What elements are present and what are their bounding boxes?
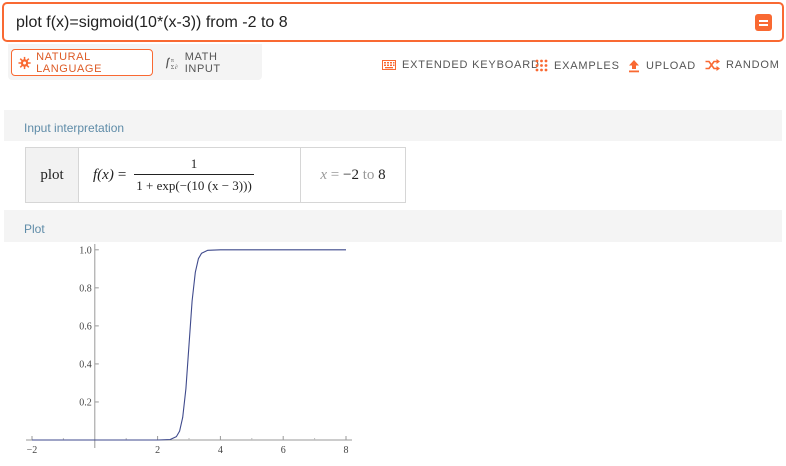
x-tick-label: 8 <box>344 445 349 456</box>
interp-range-to-word: to <box>362 166 375 183</box>
svg-text:Σ∂: Σ∂ <box>171 63 179 69</box>
grid-dots-icon <box>535 59 548 72</box>
equals-icon <box>759 19 768 27</box>
interp-lhs: f(x) <box>93 166 114 183</box>
random-link[interactable]: RANDOM <box>705 59 780 71</box>
x-tick-label: −2 <box>27 445 38 456</box>
input-interpretation-title: Input interpretation <box>24 121 125 135</box>
upload-link[interactable]: UPLOAD <box>628 59 696 73</box>
interp-equals: = <box>117 166 127 183</box>
tab-math-input[interactable]: π Σ∂ MATH INPUT <box>160 49 256 76</box>
plot-pod: −2 2 4 6 8 0.2 0.4 0.6 0.8 1.0 <box>4 242 782 466</box>
search-input[interactable] <box>16 12 736 34</box>
y-tick-label: 0.8 <box>79 283 92 294</box>
interp-command: plot <box>40 166 64 183</box>
interp-range-to: 8 <box>378 166 386 183</box>
tab-natural-language[interactable]: NATURAL LANGUAGE <box>11 49 153 76</box>
interp-fraction: 1 1 + exp(−(10 (x − 3))) <box>134 156 254 194</box>
x-tick-label: 4 <box>218 445 223 456</box>
tab-natural-language-label: NATURAL LANGUAGE <box>36 50 103 75</box>
y-tick-label: 0.6 <box>79 321 92 332</box>
svg-text:π: π <box>171 58 175 64</box>
natural-language-icon <box>18 56 31 69</box>
y-tick-label: 0.2 <box>79 397 92 408</box>
input-interpretation-table: plot f(x) = 1 1 + exp(−(10 (x − 3))) x =… <box>25 147 406 203</box>
math-input-icon: π Σ∂ <box>165 56 179 70</box>
upload-icon <box>629 60 639 73</box>
results-area: Input interpretation plot f(x) = 1 1 + e… <box>4 110 782 466</box>
interp-range-eq: = <box>330 166 340 183</box>
interp-range-from: −2 <box>343 166 359 183</box>
submit-button[interactable] <box>755 14 772 31</box>
extended-keyboard-label: EXTENDED KEYBOARD <box>402 59 540 71</box>
input-mode-tabs: NATURAL LANGUAGE π Σ∂ MATH INPUT <box>8 44 262 80</box>
examples-link[interactable]: EXAMPLES <box>535 59 620 72</box>
search-bar <box>2 2 784 42</box>
interp-numerator: 1 <box>190 156 198 171</box>
sigmoid-plot: −2 2 4 6 8 0.2 0.4 0.6 0.8 1.0 <box>26 244 352 456</box>
interp-range-var: x <box>320 166 328 183</box>
x-tick-label: 6 <box>281 445 286 456</box>
interp-range-cell: x = −2 to 8 <box>301 148 405 202</box>
y-tick-label: 0.4 <box>79 359 92 370</box>
examples-label: EXAMPLES <box>554 59 620 72</box>
keyboard-icon <box>382 60 396 70</box>
upload-label: UPLOAD <box>646 60 697 72</box>
tab-math-input-label: MATH INPUT <box>184 50 221 75</box>
series-line <box>32 249 346 441</box>
interp-command-cell: plot <box>26 148 79 202</box>
y-tick-label: 1.0 <box>79 245 92 256</box>
interp-denominator: 1 + exp(−(10 (x − 3))) <box>134 174 254 194</box>
plot-title: Plot <box>24 222 45 236</box>
x-tick-label: 2 <box>155 445 160 456</box>
extended-keyboard-link[interactable]: EXTENDED KEYBOARD <box>382 59 540 71</box>
interp-function-cell: f(x) = 1 1 + exp(−(10 (x − 3))) <box>79 148 301 202</box>
shuffle-icon <box>705 59 720 71</box>
random-label: RANDOM <box>726 59 780 71</box>
